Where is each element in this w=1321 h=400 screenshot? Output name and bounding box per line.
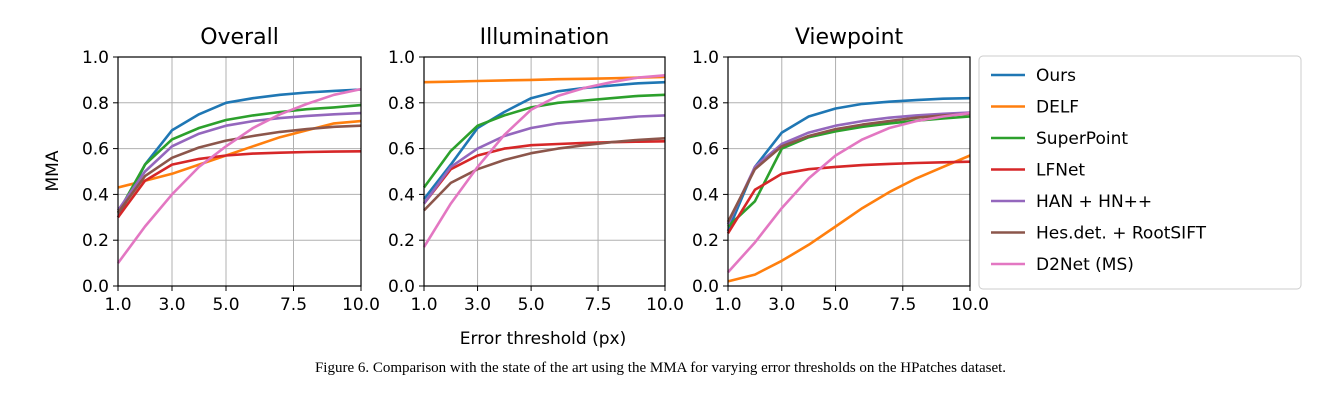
- series-line-han-hn-: [726, 111, 971, 225]
- series-line-lfnet: [116, 150, 362, 219]
- series-line-ours: [116, 88, 362, 218]
- legend-entry-label: LFNet: [1036, 161, 1085, 181]
- y-tick-label: 0.6: [388, 140, 415, 160]
- y-tick-label: 0.8: [82, 94, 109, 114]
- y-tick-label: 1.0: [692, 48, 719, 68]
- series-line-han-hn-: [116, 111, 362, 212]
- plot-frame: [727, 56, 971, 287]
- x-tick-label: 7.5: [280, 295, 307, 315]
- legend: Ours DELF SuperPoint LFNet HAN + HN++ Hes.det…: [978, 55, 1302, 290]
- y-tick-label: 0.4: [692, 185, 719, 205]
- y-axis-label: MMA: [43, 150, 63, 191]
- x-tick-label: 1.0: [714, 295, 741, 315]
- x-tick-label: 3.0: [768, 295, 795, 315]
- series-line-hes-det-rootsift: [423, 137, 666, 212]
- series-line-delf: [727, 154, 971, 283]
- y-tick-label: 0.0: [82, 277, 109, 297]
- y-tick-label: 0.6: [692, 140, 719, 160]
- series-line-d2net-ms-: [422, 74, 666, 248]
- y-tick-label: 0.0: [388, 277, 415, 297]
- x-tick-label: 10.0: [342, 295, 380, 315]
- series-line-d2net-ms-: [727, 111, 971, 274]
- series-line-delf: [423, 75, 666, 84]
- legend-entry-label: D2Net (MS): [1036, 255, 1134, 275]
- legend-entry-label: Hes.det. + RootSIFT: [1036, 224, 1207, 244]
- legend-box: [978, 55, 1302, 290]
- series-line-lfnet: [726, 160, 971, 234]
- y-tick-label: 1.0: [388, 48, 415, 68]
- x-tick-label: 1.0: [104, 295, 131, 315]
- panel-2: 1.0 3.0 5.0 7.5 10.0 0.0 0.2 0.4 0.6 0.8 1.0 Viewpo…: [692, 25, 989, 315]
- y-tick-label: 0.8: [692, 94, 719, 114]
- x-tick-label: 3.0: [158, 295, 185, 315]
- x-tick-label: 7.5: [585, 295, 612, 315]
- series-line-hes-det-rootsift: [726, 112, 971, 223]
- x-tick-label: 3.0: [464, 295, 491, 315]
- y-tick-label: 1.0: [82, 48, 109, 68]
- series-line-ours: [422, 80, 666, 200]
- chart-panels: 1.0 3.0 5.0 7.5 10.0 0.0 0.2 0.4 0.6 0.8 1.0 Overal…: [82, 25, 989, 315]
- y-tick-label: 0.4: [388, 185, 415, 205]
- y-tick-label: 0.8: [388, 94, 415, 114]
- x-tick-label: 10.0: [646, 295, 684, 315]
- legend-entry-label: SuperPoint: [1036, 129, 1128, 149]
- x-tick-label: 1.0: [410, 295, 437, 315]
- x-tick-label: 5.0: [822, 295, 849, 315]
- series-line-hes-det-rootsift: [116, 124, 362, 214]
- plot-frame: [423, 56, 666, 287]
- panel-title: Viewpoint: [795, 25, 904, 50]
- panel-1: 1.0 3.0 5.0 7.5 10.0 0.0 0.2 0.4 0.6 0.8 1.0 Illumi…: [388, 25, 684, 315]
- y-tick-label: 0.2: [692, 231, 719, 251]
- panel-title: Overall: [200, 25, 279, 50]
- legend-entry-label: HAN + HN++: [1036, 192, 1152, 212]
- series-line-ours: [726, 96, 971, 232]
- x-axis-label: Error threshold (px): [460, 329, 626, 349]
- y-tick-label: 0.2: [388, 231, 415, 251]
- y-tick-label: 0.6: [82, 140, 109, 160]
- x-tick-label: 5.0: [518, 295, 545, 315]
- series-line-d2net-ms-: [116, 87, 362, 264]
- x-tick-label: 7.5: [889, 295, 916, 315]
- legend-entry-label: DELF: [1036, 98, 1079, 118]
- comparison-figure: 1.0 3.0 5.0 7.5 10.0 0.0 0.2 0.4 0.6 0.8 1.0 Overal…: [43, 25, 1302, 349]
- series-line-superpoint: [422, 93, 666, 189]
- series-line-superpoint: [116, 103, 362, 214]
- x-tick-label: 5.0: [212, 295, 239, 315]
- series-line-han-hn-: [422, 114, 666, 205]
- y-tick-label: 0.4: [82, 185, 109, 205]
- panel-title: Illumination: [480, 25, 610, 50]
- plot-frame: [117, 56, 362, 287]
- figure-caption: Figure 6. Comparison with the state of t…: [314, 360, 1007, 376]
- panel-0: 1.0 3.0 5.0 7.5 10.0 0.0 0.2 0.4 0.6 0.8 1.0 Overal…: [82, 25, 380, 315]
- x-tick-label: 10.0: [951, 295, 989, 315]
- legend-entry-label: Ours: [1036, 66, 1076, 86]
- y-tick-label: 0.2: [82, 231, 109, 251]
- y-tick-label: 0.0: [692, 277, 719, 297]
